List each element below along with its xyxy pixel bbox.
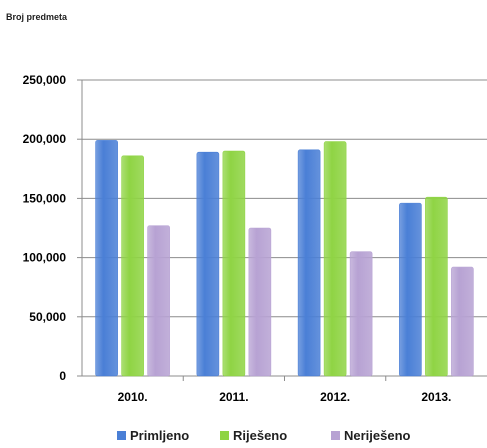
- bar-primljeno-2012: [297, 149, 321, 377]
- legend-item: Primljeno: [117, 428, 189, 443]
- legend-item: Neriješeno: [331, 428, 410, 443]
- legend-swatch: [220, 431, 229, 440]
- legend-swatch: [117, 431, 126, 440]
- bar-nerijeeno-2012: [349, 251, 373, 377]
- bar-nerijeeno-2013: [451, 266, 474, 377]
- bar-rijeeno-2012: [323, 141, 347, 377]
- x-tick-label: 2013.: [421, 390, 451, 404]
- y-tick-label: 250,000: [23, 73, 67, 87]
- bar-primljeno-2011: [196, 151, 220, 377]
- bar-rijeeno-2011: [222, 150, 246, 377]
- legend-item: Riješeno: [220, 428, 287, 443]
- chart-legend: Primljeno Riješeno Neriješeno: [0, 426, 487, 446]
- legend-swatch: [331, 431, 340, 440]
- x-tick-label: 2012.: [320, 390, 350, 404]
- y-tick-label: 150,000: [23, 191, 67, 205]
- bar-rijeeno-2013: [425, 196, 448, 377]
- y-tick-label: 200,000: [23, 132, 67, 146]
- bar-rijeeno-2010: [121, 155, 144, 377]
- y-tick-label: 50,000: [29, 310, 66, 324]
- bar-primljeno-2013: [399, 202, 422, 377]
- legend-label: Neriješeno: [344, 428, 411, 443]
- bar-nerijeeno-2011: [248, 227, 272, 377]
- bar-chart: 0 50,000 100,000 150,000 200,000 250,000 2010.…: [23, 73, 487, 404]
- y-axis-title: Broj predmeta: [6, 12, 68, 22]
- bar-primljeno-2010: [95, 140, 118, 377]
- legend-label: Primljeno: [130, 428, 190, 443]
- y-tick-label: 0: [59, 369, 66, 383]
- y-tick-label: 100,000: [23, 251, 67, 265]
- bar-nerijeeno-2010: [147, 225, 170, 377]
- legend-label: Riješeno: [233, 428, 288, 443]
- x-tick-label: 2010.: [118, 390, 148, 404]
- x-tick-label: 2011.: [219, 390, 248, 404]
